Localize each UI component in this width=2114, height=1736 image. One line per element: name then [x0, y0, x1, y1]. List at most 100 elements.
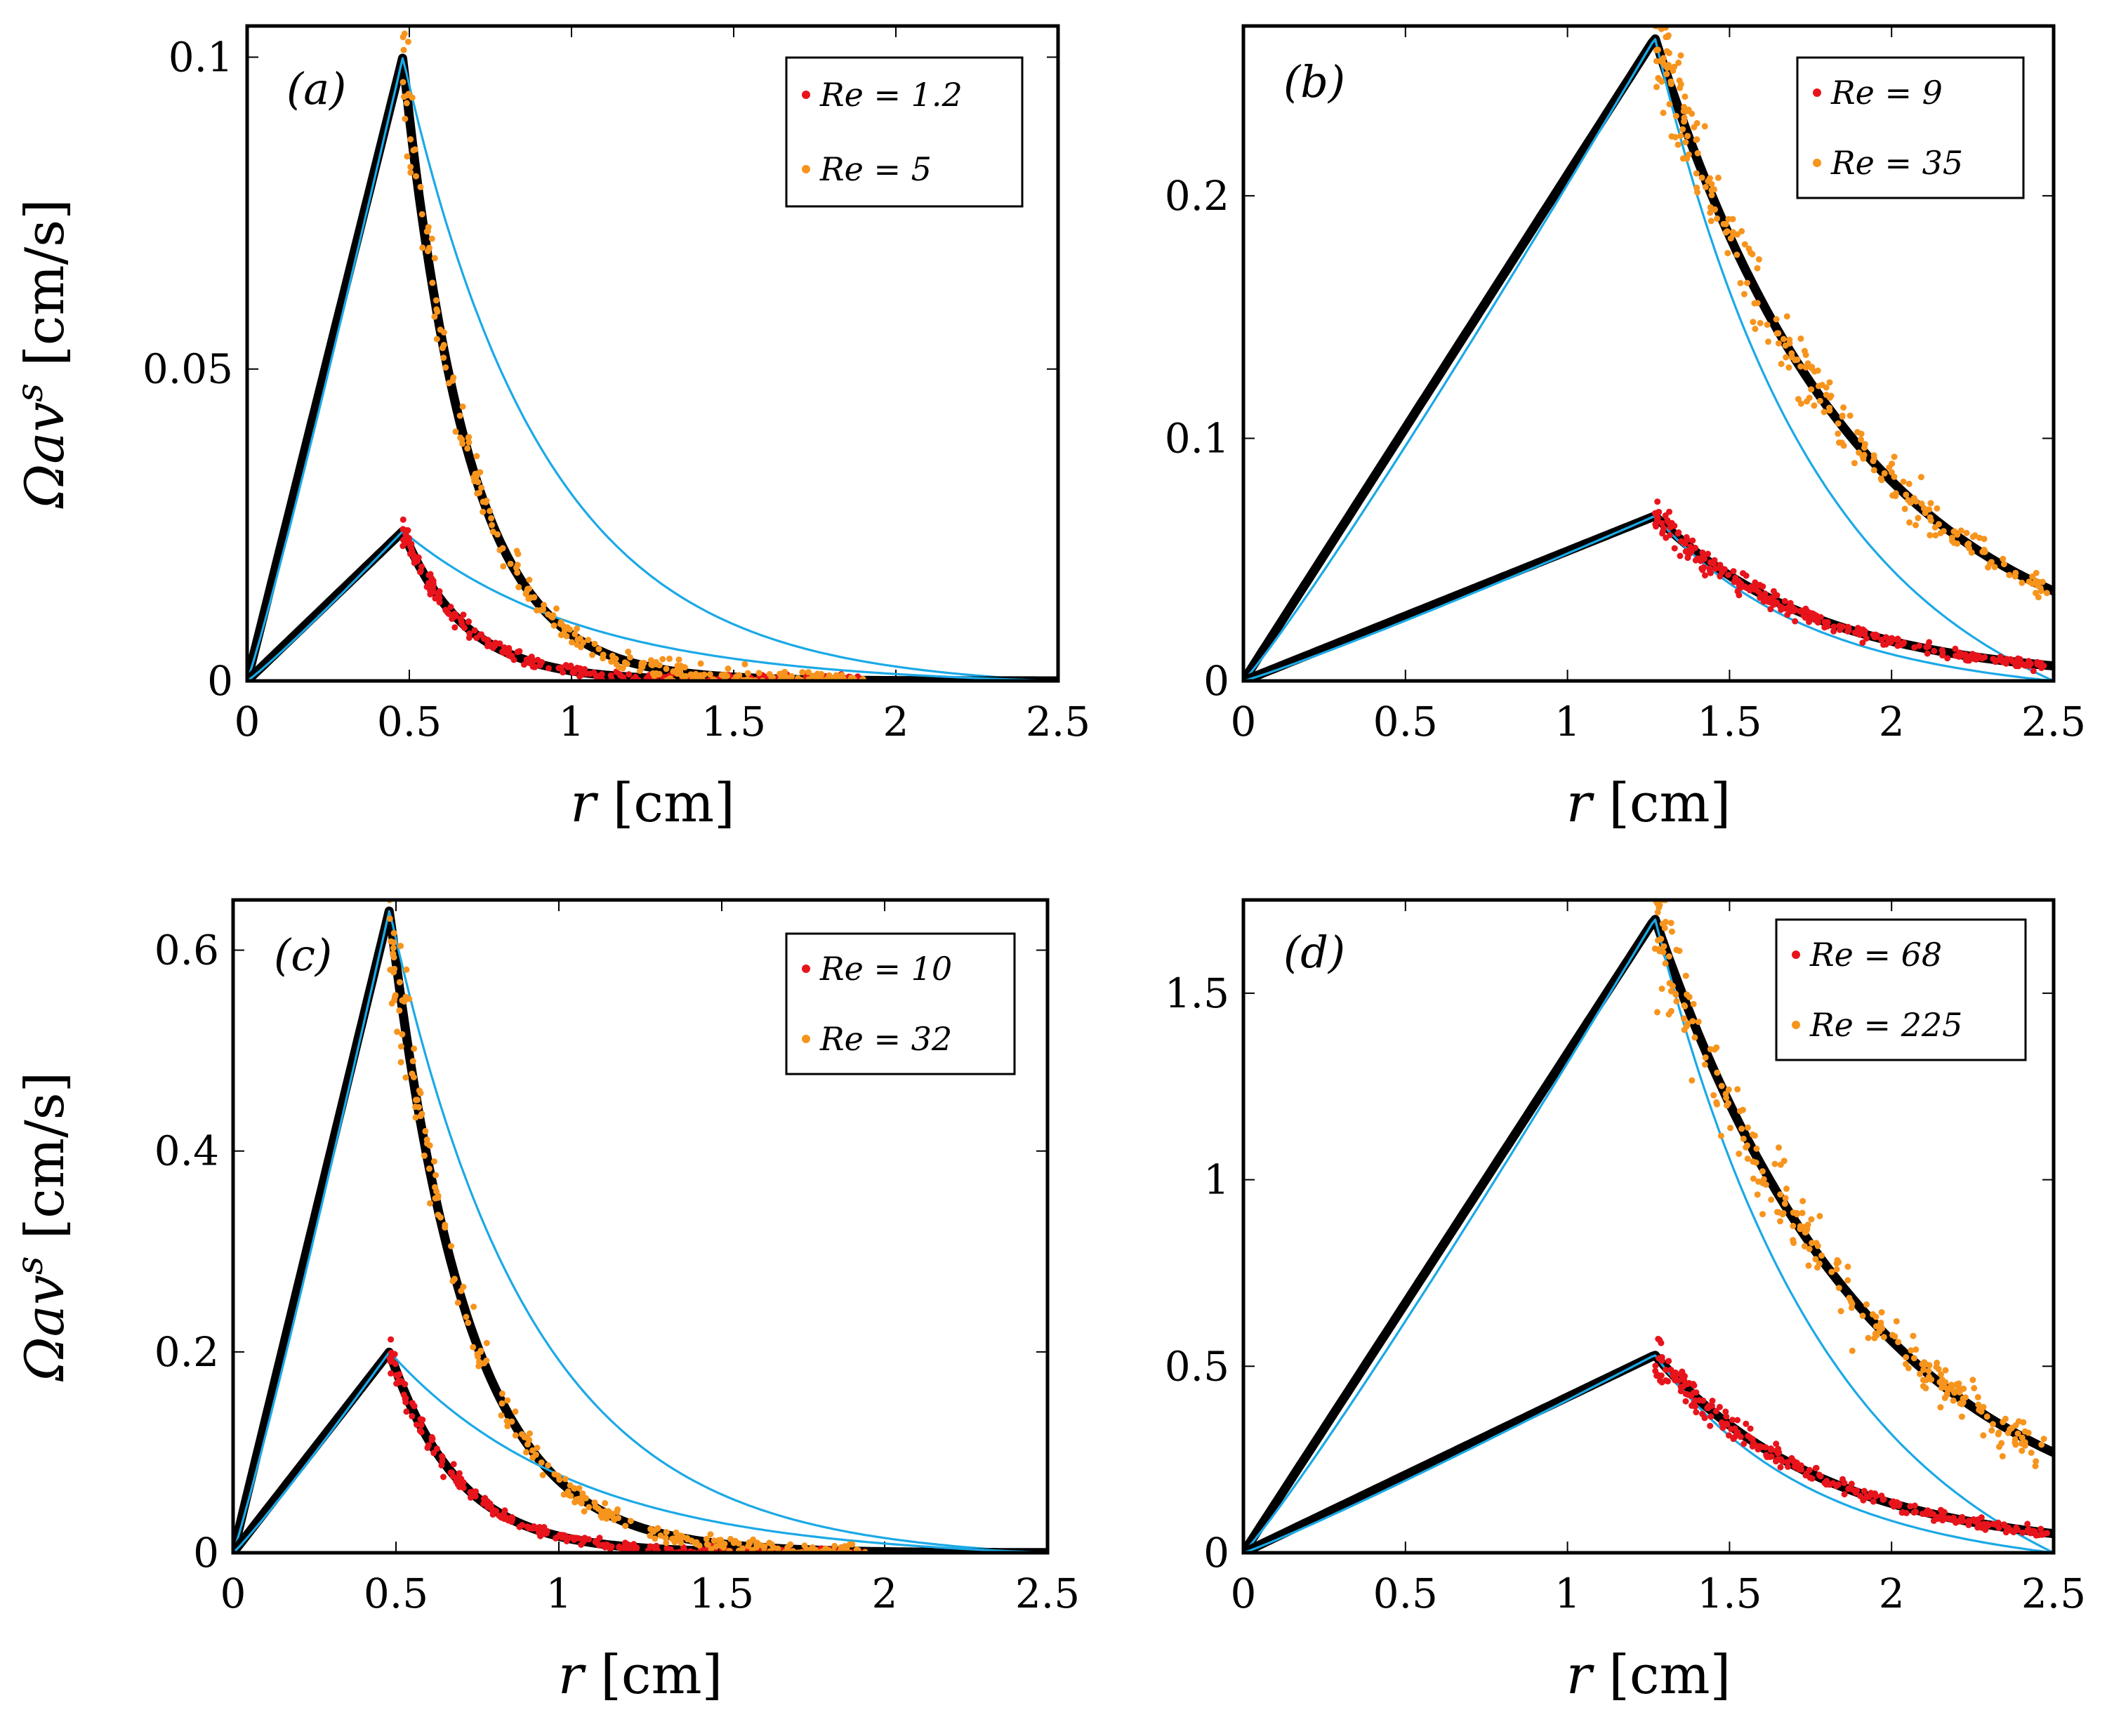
scatter-point-high: [1840, 404, 1847, 411]
scatter-point-low: [1652, 1363, 1659, 1369]
scatter-point-low: [1978, 655, 1986, 662]
scatter-point-high: [399, 79, 407, 86]
scatter-point-low: [626, 671, 633, 678]
scatter-point-high: [545, 611, 552, 618]
scatter-point-low: [1665, 519, 1672, 526]
scatter-point-high: [452, 428, 459, 435]
scatter-point-high: [397, 1059, 404, 1066]
scatter-point-low: [1809, 615, 1816, 622]
scatter-point-high: [403, 100, 410, 107]
scatter-point-high: [1910, 1355, 1917, 1362]
scatter-point-high: [1861, 441, 1868, 448]
scatter-point-high: [1848, 1304, 1855, 1311]
scatter-point-high: [1889, 460, 1896, 468]
scatter-point-high: [478, 484, 485, 491]
legend-box: [785, 932, 1016, 1075]
scatter-point-high: [429, 279, 436, 286]
model-curve-thin-0: [1243, 918, 2054, 1553]
scatter-point-low: [600, 1542, 607, 1549]
scatter-point-high: [1922, 1361, 1929, 1368]
scatter-point-low: [535, 1529, 542, 1536]
scatter-point-high: [1750, 1175, 1757, 1182]
scatter-point-low: [1658, 519, 1665, 526]
scatter-point-high: [1693, 170, 1700, 177]
scatter-point-low: [1887, 639, 1894, 646]
scatter-point-high: [1935, 1365, 1942, 1372]
scatter-point-high: [1737, 1108, 1743, 1115]
scatter-point-low: [1692, 557, 1699, 564]
scatter-point-high: [529, 1454, 536, 1461]
scatter-point-low: [1700, 564, 1707, 571]
scatter-point-low: [418, 563, 425, 570]
scatter-point-low: [496, 640, 503, 647]
scatter-point-low: [1839, 623, 1846, 630]
model-curve-thick-1: [1243, 511, 2054, 681]
scatter-point-high: [637, 668, 643, 675]
scatter-point-low: [1767, 1445, 1774, 1452]
scatter-point-high: [656, 662, 663, 669]
scatter-point-high: [1872, 1313, 1880, 1320]
legend-box: [1796, 56, 2025, 199]
scatter-point-high: [522, 590, 529, 597]
scatter-point-low: [1821, 618, 1828, 625]
scatter-point-high: [410, 1074, 417, 1080]
scatter-point-low: [466, 630, 473, 637]
scatter-point-high: [1714, 215, 1721, 222]
scatter-point-high: [1662, 918, 1669, 925]
scatter-point-high: [2026, 578, 2033, 585]
scatter-point-high: [576, 1485, 583, 1492]
scatter-point-high: [626, 654, 633, 661]
scatter-point-high: [513, 564, 520, 571]
scatter-point-high: [608, 1510, 615, 1517]
scatter-point-high: [1733, 251, 1740, 258]
scatter-point-high: [1942, 1367, 1949, 1374]
x-tick-label: 1: [546, 1570, 572, 1617]
panel-b: 0 0.5 1 1.5 2 2.5 0 0.1 0.2 r [cm] (b) Re = 9 Re = 3…: [1165, 24, 2086, 834]
scatter-point-high: [2000, 1419, 2007, 1426]
scatter-point-high: [727, 1535, 734, 1542]
scatter-point-low: [1939, 1517, 1946, 1524]
scatter-point-high: [1714, 1101, 1720, 1108]
scatter-point-low: [1814, 618, 1821, 625]
scatter-point-high: [1932, 532, 1939, 539]
scatter-point-low: [392, 1360, 399, 1367]
scatter-point-high: [625, 649, 632, 655]
scatter-point-high: [1705, 178, 1712, 185]
scatter-point-low: [1762, 1444, 1769, 1451]
scatter-point-high: [1768, 1196, 1775, 1203]
scatter-point-high: [2014, 1430, 2021, 1437]
scatter-point-high: [674, 663, 681, 669]
scatter-point-high: [1660, 110, 1667, 117]
scatter-point-low: [1742, 584, 1749, 591]
scatter-point-high: [1785, 364, 1792, 371]
scatter-point-high: [1870, 467, 1877, 474]
scatter-point-low: [445, 611, 452, 617]
scatter-point-high: [1976, 1407, 1983, 1413]
scatter-point-low: [529, 656, 536, 663]
scatter-point-high: [707, 1531, 714, 1538]
scatter-point-low: [414, 1422, 420, 1428]
scatter-point-low: [1931, 647, 1938, 654]
scatter-point-low: [1898, 1509, 1905, 1516]
scatter-point-high: [1753, 1145, 1760, 1152]
scatter-point-high: [413, 173, 419, 180]
scatter-point-low: [1797, 608, 1804, 615]
scatter-point-low: [460, 611, 467, 618]
scatter-point-low: [1872, 631, 1880, 638]
scatter-point-low: [1817, 614, 1824, 621]
scatter-point-low: [1792, 618, 1799, 625]
scatter-point-high: [475, 1363, 482, 1370]
scatter-point-low: [1895, 1502, 1902, 1509]
scatter-point-high: [507, 560, 514, 567]
scatter-point-high: [390, 929, 397, 936]
scatter-point-high: [647, 1525, 654, 1532]
scatter-point-high: [1870, 458, 1877, 465]
scatter-point-high: [411, 1045, 418, 1052]
scatter-point-high: [578, 644, 584, 651]
legend-marker: [1813, 159, 1821, 167]
scatter-point-high: [574, 636, 581, 643]
scatter-point-low: [484, 1504, 491, 1510]
scatter-point-low: [396, 1371, 403, 1378]
scatter-point-high: [1974, 1393, 1981, 1400]
scatter-point-high: [431, 255, 438, 262]
